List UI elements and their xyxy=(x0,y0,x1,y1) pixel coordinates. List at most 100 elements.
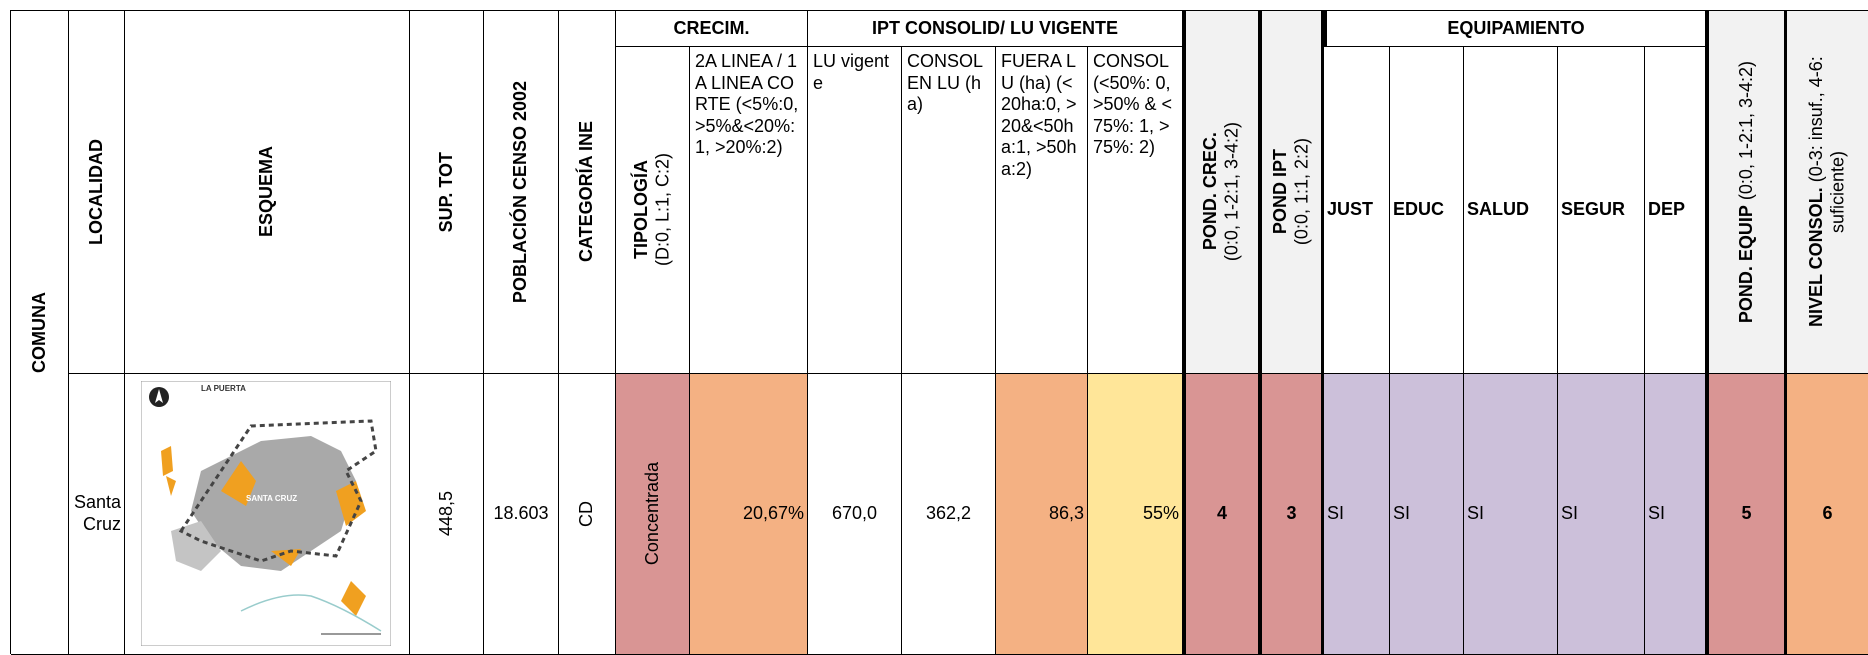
cell-text: 5 xyxy=(1741,503,1752,524)
table: COMUNA LOCALIDAD ESQUEMA SUP. TOT POBLACIÓN … xyxy=(10,10,1868,655)
header-title: SUP. TOT xyxy=(435,151,456,233)
cell-text: 362,2 xyxy=(925,503,972,524)
column-header: TIPOLOGÍA (D:0, L:1, C:2) xyxy=(616,47,690,374)
column-header: DEP xyxy=(1645,47,1706,374)
header-title: SEGUR xyxy=(1561,199,1626,220)
cell-text: SI xyxy=(1561,503,1579,524)
header-note: (D:0, L:1, C:2) xyxy=(652,153,673,267)
header-text: SEGUR xyxy=(1561,199,1625,221)
group-header: IPT CONSOLID/ LU VIGENTE xyxy=(808,11,1183,47)
header-text: POND IPT (0:0, 1:1, 2:2) xyxy=(1270,138,1313,245)
header-title: EDUC xyxy=(1393,199,1445,220)
header-title: POND. EQUIP xyxy=(1735,205,1756,324)
cell-text: SI xyxy=(1393,503,1411,524)
cell-text: SI xyxy=(1648,503,1666,524)
expansion-area xyxy=(161,446,366,616)
river xyxy=(240,594,382,632)
cell-text: 670,0 xyxy=(831,503,878,524)
data-cell: 5 xyxy=(1706,374,1787,655)
header-text: POBLACIÓN CENSO 2002 xyxy=(510,81,532,303)
north-arrow xyxy=(155,389,163,403)
column-header: SEGUR xyxy=(1558,47,1645,374)
header-text: SALUD xyxy=(1467,199,1529,221)
header-title: LU vigente xyxy=(813,51,890,93)
header-text: SUP. TOT xyxy=(436,152,458,232)
header-title: POND. CREC. xyxy=(1200,132,1221,251)
column-header: POND. CREC. (0:0, 1-2:1, 3-4:2) xyxy=(1183,11,1259,374)
cell-text: 3 xyxy=(1286,503,1297,524)
data-cell: 86,3 xyxy=(996,374,1088,655)
header-title: TIPOLOGÍA xyxy=(630,160,651,260)
header-title: JUST xyxy=(1327,199,1374,220)
data-cell: Santa Cruz xyxy=(69,374,125,655)
header-title: LOCALIDAD xyxy=(85,139,106,245)
data-cell: 18.603 xyxy=(484,374,559,655)
data-cell: 6 xyxy=(1787,374,1868,655)
urban-limit xyxy=(178,419,378,563)
cell-text: 18.603 xyxy=(493,503,549,524)
map: LA PUERTA SANTA CRUZ xyxy=(141,381,391,646)
column-header: 2A LINEA / 1A LINEA CORTE (<5%:0, >5%&<2… xyxy=(690,47,808,374)
group-header: CRECIM. xyxy=(616,11,808,47)
data-cell: 448,5 xyxy=(410,374,484,655)
cell-text: Santa Cruz xyxy=(73,492,121,534)
data-cell: 670,0 xyxy=(808,374,902,655)
column-header: ESQUEMA xyxy=(125,11,410,374)
column-header: SALUD xyxy=(1464,47,1558,374)
map-label: LA PUERTA xyxy=(201,384,246,393)
header-text: POND. CREC. (0:0, 1-2:1, 3-4:2) xyxy=(1200,122,1243,261)
cell-text: 6 xyxy=(1822,503,1833,524)
column-header: CONSOL EN LU (ha) xyxy=(902,47,996,374)
header-text: EDUC xyxy=(1393,199,1444,221)
cell-text: SI xyxy=(1327,503,1345,524)
header-text: DEP xyxy=(1648,199,1685,221)
cell-text: 20,67% xyxy=(742,503,804,524)
data-cell: SI xyxy=(1464,374,1558,655)
header-text: TIPOLOGÍA (D:0, L:1, C:2) xyxy=(631,153,674,266)
header-text: NIVEL CONSOL. (0-3: insuf., 4-6: suficie… xyxy=(1806,14,1849,370)
data-cell: SI xyxy=(1558,374,1645,655)
map-label: SANTA CRUZ xyxy=(246,494,297,503)
header-title: DEP xyxy=(1648,199,1686,220)
cell-text: 55% xyxy=(1142,503,1179,524)
header-text: COMUNA xyxy=(29,292,51,373)
header-text: JUST xyxy=(1327,199,1373,221)
header-text: ESQUEMA xyxy=(256,146,278,237)
header-title: COMUNA xyxy=(28,292,49,373)
cell-text: 448,5 xyxy=(435,491,456,537)
column-header: POND. EQUIP (0:0, 1-2:1, 3-4:2) xyxy=(1706,11,1787,374)
header-text: FUERA LU (ha) (<20ha:0, >20&<50ha:1, >50… xyxy=(1001,51,1082,181)
data-cell: CD xyxy=(559,374,616,655)
header-note: (0:0, 1:1, 2:2) xyxy=(1291,138,1312,246)
header-title: POND IPT xyxy=(1269,149,1290,235)
data-cell: SI xyxy=(1324,374,1390,655)
data-cell: 4 xyxy=(1183,374,1259,655)
header-text: LU vigente xyxy=(813,51,896,94)
header-title: CATEGORÍA INE xyxy=(576,121,597,263)
header-title: ESQUEMA xyxy=(256,146,277,238)
header-text: CONSOL EN LU (ha) xyxy=(907,51,990,116)
header-text: LOCALIDAD xyxy=(86,139,108,245)
header-title: NIVEL CONSOL. xyxy=(1805,187,1826,328)
column-header: SUP. TOT xyxy=(410,11,484,374)
header-title: POBLACIÓN CENSO 2002 xyxy=(510,80,531,304)
column-header: JUST xyxy=(1324,47,1390,374)
data-cell: 20,67% xyxy=(690,374,808,655)
cell-text: CD xyxy=(576,501,597,527)
cell-text: 86,3 xyxy=(1048,503,1084,524)
header-title: CONSOL (<50%: 0, >50% & <75%: 1, >75%: 2… xyxy=(1093,51,1173,158)
cell-text: Concentrada xyxy=(641,462,662,566)
column-header: POBLACIÓN CENSO 2002 xyxy=(484,11,559,374)
header-note: (0:0, 1-2:1, 3-4:2) xyxy=(1735,60,1756,201)
header-title: CONSOL EN LU (ha) xyxy=(907,51,983,115)
header-text: CONSOL (<50%: 0, >50% & <75%: 1, >75%: 2… xyxy=(1093,51,1177,159)
cell-text: SI xyxy=(1467,503,1485,524)
column-header: POND IPT (0:0, 1:1, 2:2) xyxy=(1259,11,1324,374)
header-text: CATEGORÍA INE xyxy=(576,121,598,262)
header-text: POND. EQUIP (0:0, 1-2:1, 3-4:2) xyxy=(1736,61,1758,323)
column-header: NIVEL CONSOL. (0-3: insuf., 4-6: suficie… xyxy=(1787,11,1868,374)
data-cell: 55% xyxy=(1088,374,1183,655)
data-cell: SI xyxy=(1645,374,1706,655)
header-title: SALUD xyxy=(1467,199,1529,220)
column-header: LU vigente xyxy=(808,47,902,374)
